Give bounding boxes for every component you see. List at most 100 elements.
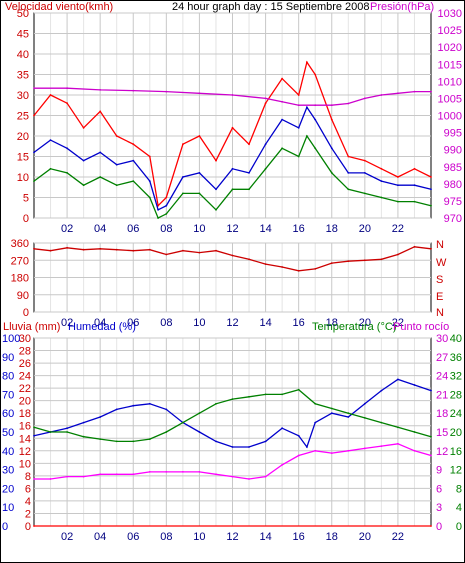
y-tick-right: 970 [444, 213, 462, 225]
x-tick-label: 06 [127, 317, 139, 329]
data-point [182, 192, 184, 195]
data-point [66, 87, 68, 90]
y-tick-left: 16 [19, 421, 31, 433]
data-point [397, 176, 399, 178]
data-point [231, 446, 234, 448]
y-tick-left-humidity: 10 [2, 502, 14, 514]
data-point [330, 172, 333, 174]
series-line-wind-pressure-3 [34, 87, 431, 106]
y-tick-right-dewpoint: 30 [436, 333, 448, 345]
data-point [281, 427, 283, 430]
data-point [297, 454, 300, 457]
data-point [314, 73, 317, 76]
data-point [49, 139, 52, 142]
data-point [115, 248, 118, 251]
y-tick-right: 1005 [438, 93, 462, 105]
data-point [413, 90, 416, 93]
data-point [413, 184, 416, 187]
data-point [281, 147, 283, 150]
y-tick-left-humidity: 30 [2, 465, 14, 477]
data-point [248, 258, 250, 261]
x-tick-label: 12 [226, 531, 238, 543]
data-point [82, 248, 85, 251]
data-point [248, 478, 250, 480]
data-point [148, 248, 151, 251]
data-point [82, 184, 85, 187]
data-point [314, 147, 317, 150]
data-point [248, 446, 250, 448]
data-point [380, 196, 383, 199]
data-point [347, 412, 350, 415]
series-line-temp-humidity-0 [33, 378, 432, 449]
y-tick-left-humidity: 20 [2, 483, 14, 495]
data-point [165, 408, 168, 411]
x-tick-label: 18 [326, 531, 338, 543]
y-tick-left: 12 [19, 446, 31, 458]
data-point [33, 87, 35, 90]
data-point [380, 445, 383, 447]
y-tick-right: 985 [444, 162, 462, 174]
data-point [132, 249, 135, 252]
y-tick-left: 22 [19, 383, 31, 395]
data-point [66, 102, 68, 105]
data-point [264, 393, 267, 396]
data-point [33, 247, 35, 250]
data-point [430, 525, 432, 527]
data-point [363, 159, 366, 162]
y-tick-right-dewpoint: 6 [436, 483, 442, 495]
data-point [330, 412, 333, 415]
data-point [248, 188, 250, 191]
data-point [430, 435, 432, 438]
x-tick-label: 20 [359, 223, 371, 235]
data-point [397, 378, 399, 381]
data-point [413, 245, 416, 248]
data-point [380, 180, 383, 183]
x-tick-label: 16 [293, 223, 305, 235]
y-tick-left: 26 [19, 358, 31, 370]
x-tick-label: 06 [127, 531, 139, 543]
x-tick-label: 22 [392, 223, 404, 235]
y-tick-right-dewpoint: 12 [436, 446, 448, 458]
data-point [314, 268, 317, 270]
x-tick-label: 22 [392, 531, 404, 543]
data-point [182, 249, 184, 252]
x-tick-label: 04 [94, 531, 106, 543]
data-point [363, 97, 366, 100]
data-point [198, 192, 201, 195]
data-point [99, 247, 102, 250]
data-point [33, 180, 35, 183]
data-point [66, 246, 68, 249]
data-point [66, 172, 68, 174]
y-tick-left-humidity: 80 [2, 371, 14, 383]
y-tick-left: 40 [17, 49, 29, 61]
data-point [281, 464, 283, 466]
data-point [297, 434, 300, 437]
y-tick-left: 50 [17, 8, 29, 20]
label-humidity: Humedad (%) [68, 321, 136, 333]
data-point [165, 90, 168, 93]
y-tick-left: 5 [23, 193, 29, 205]
y-tick-left: 90 [17, 290, 29, 302]
y-tick-left: 30 [19, 333, 31, 345]
y-tick-right: 990 [444, 145, 462, 157]
data-point [215, 473, 217, 476]
y-tick-left: 18 [19, 408, 31, 420]
y-tick-right: 32 [450, 371, 462, 383]
y-tick-left-humidity: 90 [2, 352, 14, 364]
data-point [82, 435, 85, 438]
data-point [330, 262, 333, 264]
data-point [165, 213, 168, 215]
data-point [397, 253, 399, 256]
x-tick-label: 18 [326, 317, 338, 329]
data-point [347, 449, 350, 452]
data-point [281, 393, 283, 396]
y-tick-right: 995 [444, 128, 462, 140]
y-tick-left-humidity: 0 [2, 521, 8, 533]
data-point [264, 440, 267, 443]
dir-label-s: S [436, 274, 443, 286]
y-tick-right: 1015 [438, 59, 462, 71]
data-point [281, 266, 283, 268]
y-tick-right: 36 [450, 352, 462, 364]
y-tick-left: 35 [17, 70, 29, 82]
